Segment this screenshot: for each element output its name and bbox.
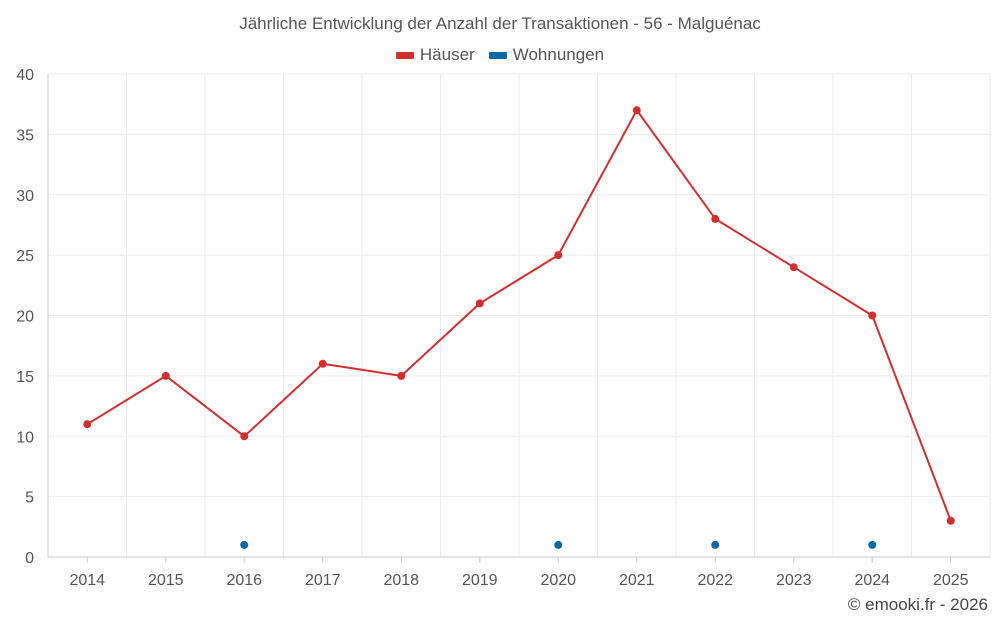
data-point-wohnungen: [554, 540, 563, 549]
x-tick-label: 2019: [462, 572, 498, 589]
x-tick-label: 2017: [305, 572, 341, 589]
data-point-wohnungen: [711, 540, 720, 549]
y-tick-label: 40: [16, 67, 34, 84]
legend-swatch-wohnungen: [488, 51, 507, 59]
x-tick-label: 2024: [854, 572, 890, 589]
series-line-haeuser: [86, 109, 952, 522]
data-point-wohnungen: [240, 540, 249, 549]
legend-item-haeuser[interactable]: Häuser: [395, 45, 475, 65]
legend-item-wohnungen[interactable]: Wohnungen: [488, 45, 605, 65]
data-point-haeuser: [318, 359, 327, 368]
y-tick-label: 30: [16, 188, 34, 205]
data-point-haeuser: [240, 432, 249, 441]
x-tick-label: 2025: [933, 572, 969, 589]
x-tick-label: 2015: [148, 572, 184, 589]
y-tick-label: 35: [16, 127, 34, 144]
y-tick-label: 0: [25, 550, 34, 567]
y-tick-label: 5: [25, 490, 34, 507]
y-tick-label: 15: [16, 369, 34, 386]
watermark: © emooki.fr - 2026: [847, 595, 988, 614]
legend-label-wohnungen: Wohnungen: [512, 45, 605, 64]
data-point-haeuser: [868, 311, 877, 320]
data-point-wohnungen: [868, 540, 877, 549]
x-tick-label: 2018: [383, 572, 419, 589]
x-tick-label: 2020: [540, 572, 576, 589]
y-tick-label: 25: [16, 248, 34, 265]
x-tick-label: 2023: [776, 572, 812, 589]
legend: Häuser Wohnungen: [0, 45, 1000, 65]
data-point-haeuser: [789, 263, 798, 272]
data-point-haeuser: [83, 420, 92, 429]
y-tick-label: 10: [16, 429, 34, 446]
series: [83, 106, 955, 549]
data-point-haeuser: [632, 106, 641, 115]
x-tick-label: 2014: [69, 572, 105, 589]
chart-title: Jährliche Entwicklung der Anzahl der Tra…: [239, 14, 761, 33]
x-tick-label: 2016: [226, 572, 262, 589]
data-point-haeuser: [711, 214, 720, 223]
x-tick-label: 2021: [619, 572, 655, 589]
legend-label-haeuser: Häuser: [419, 45, 475, 64]
legend-swatch-haeuser: [395, 51, 414, 59]
data-point-haeuser: [397, 371, 406, 380]
grid-lines: [48, 73, 991, 557]
y-tick-label: 20: [16, 309, 34, 326]
x-tick-label: 2022: [697, 572, 733, 589]
data-point-haeuser: [475, 299, 484, 308]
data-point-haeuser: [946, 516, 955, 525]
data-point-haeuser: [554, 251, 563, 260]
data-point-haeuser: [161, 371, 170, 380]
